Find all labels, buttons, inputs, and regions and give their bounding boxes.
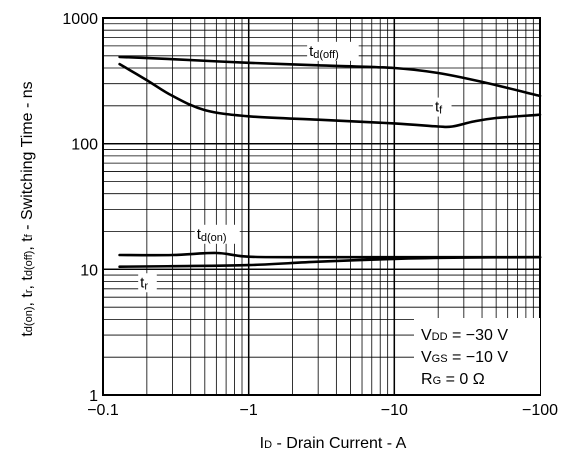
series-label-tdoff: td(off) — [309, 43, 339, 61]
series-label-tdon: td(on) — [197, 226, 227, 244]
y-tick-label: 1 — [89, 388, 98, 405]
x-tick-label: −100 — [522, 402, 558, 419]
series-label-bg-tdoff — [307, 41, 359, 61]
y-tick-label: 100 — [71, 137, 98, 154]
series-label-tf: tf — [435, 99, 443, 117]
y-axis-label: td(on), tr, td(off), tf - Switching Time… — [19, 81, 36, 336]
x-tick-label: −1 — [240, 402, 258, 419]
y-tick-label: 10 — [80, 262, 98, 279]
series-label-tr: tr — [140, 274, 148, 292]
curves — [118, 55, 542, 268]
conditions-box-bg — [414, 318, 540, 394]
curve-tf — [118, 62, 542, 129]
x-tick-label: −0.1 — [87, 402, 119, 419]
plot-frame — [102, 17, 541, 396]
condition-rg: RG = 0 Ω — [421, 371, 485, 388]
tick-labels: −0.1 −1 −10 −100 1 10 100 1000 — [62, 11, 558, 419]
x-tick-label: −10 — [381, 402, 408, 419]
y-tick-label: 1000 — [62, 11, 98, 28]
curve-tdoff — [118, 55, 542, 98]
condition-vgs: VGS = −10 V — [421, 349, 508, 366]
series-label-bg-tf — [432, 97, 452, 117]
series-labels: td(off) tf td(on) tr — [138, 41, 452, 293]
conditions-box: VDD = −30 V VGS = −10 V RG = 0 Ω — [414, 318, 540, 394]
series-label-bg-tr — [138, 273, 157, 293]
curve-tr — [118, 255, 542, 268]
series-label-bg-tdon — [194, 224, 240, 244]
x-axis-label: ID - Drain Current - A — [260, 435, 407, 452]
condition-vdd: VDD = −30 V — [421, 327, 508, 344]
